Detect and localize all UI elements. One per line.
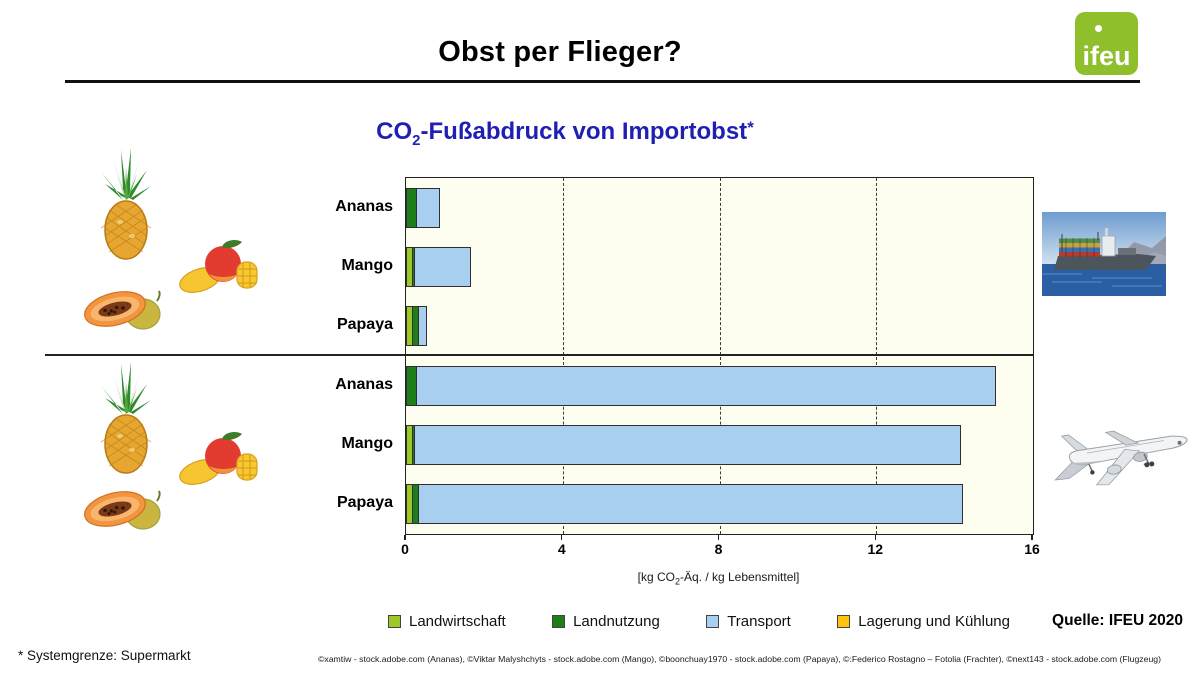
chart-title-rest: -Fußabdruck von Importobst <box>420 118 748 145</box>
papaya-image-ship <box>84 290 161 330</box>
x-axis-title-post: -Äq. / kg Lebensmittel] <box>679 570 800 584</box>
x-tick-mark-12 <box>874 535 876 540</box>
mango-image-ship <box>179 239 258 293</box>
x-tick-label-8: 8 <box>714 541 723 557</box>
papaya-image-plane <box>84 490 161 530</box>
legend-swatch-icon <box>388 615 401 628</box>
footnote: * Systemgrenze: Supermarkt <box>18 648 191 663</box>
gridline-8 <box>719 178 721 534</box>
bar-mango-flugzeug <box>406 425 961 465</box>
x-tick-label-16: 16 <box>1024 541 1040 557</box>
legend-item-transport: Transport <box>706 613 791 630</box>
bar-ananas-flugzeug <box>406 365 996 406</box>
segment-transport <box>417 484 963 525</box>
chart-title-co: CO <box>376 118 413 145</box>
x-tick-mark-4 <box>561 535 563 540</box>
ifeu-logo-dot-icon <box>1095 25 1102 32</box>
bar-papaya-schiff <box>406 306 427 347</box>
container-ship-image <box>1042 212 1166 296</box>
airplane-image <box>1054 430 1188 486</box>
bar-papaya-flugzeug <box>406 484 963 525</box>
x-tick-mark-0 <box>404 535 406 540</box>
page-title: Obst per Flieger? <box>438 36 682 68</box>
legend-swatch-icon <box>837 615 851 628</box>
legend-item-landnutzung: Landnutzung <box>552 613 660 630</box>
bar-mango-schiff <box>406 247 471 287</box>
mango-image-plane <box>179 431 258 485</box>
legend-swatch-icon <box>552 615 566 628</box>
segment-transport <box>413 247 471 287</box>
legend-item-lagerung-und-k-hlung: Lagerung und Kühlung <box>837 613 1010 630</box>
x-tick-label-12: 12 <box>867 541 884 557</box>
legend-label: Landnutzung <box>573 613 660 630</box>
segment-transport <box>417 306 427 347</box>
x-tick-label-0: 0 <box>401 541 409 557</box>
x-tick-label-4: 4 <box>557 541 566 557</box>
category-label-ananas-flugzeug: Ananas <box>335 375 393 393</box>
legend-label: Landwirtschaft <box>409 613 506 630</box>
legend-swatch-icon <box>706 615 720 628</box>
source-label: Quelle: IFEU 2020 <box>1052 612 1183 629</box>
chart-title-asterisk: * <box>747 118 754 137</box>
pineapple-image-plane <box>100 362 152 474</box>
chart-title: CO2-Fußabdruck von Importobst* <box>240 118 890 149</box>
legend-label: Transport <box>727 613 791 630</box>
legend-item-landwirtschaft: Landwirtschaft <box>388 613 506 630</box>
title-divider <box>65 80 1140 83</box>
ifeu-logo-text: ifeu <box>1082 41 1131 71</box>
segment-transport <box>413 425 961 465</box>
x-tick-mark-8 <box>717 535 720 540</box>
category-label-papaya-flugzeug: Papaya <box>336 494 393 512</box>
category-label-papaya-schiff: Papaya <box>336 316 393 334</box>
image-credits: ©xamtiw - stock.adobe.com (Ananas), ©Vik… <box>317 654 1162 664</box>
x-axis-title-subscript: 2 <box>674 576 680 587</box>
x-axis-title: [kg CO2-Äq. / kg Lebensmittel] <box>405 570 1032 586</box>
category-label-mango-schiff: Mango <box>341 257 393 274</box>
chart-title-subscript: 2 <box>412 131 421 149</box>
bar-ananas-schiff <box>406 187 440 228</box>
category-label-mango-flugzeug: Mango <box>341 435 393 452</box>
group-divider-line <box>45 354 1033 356</box>
x-tick-mark-16 <box>1031 535 1033 540</box>
gridline-4 <box>562 178 564 534</box>
plot-area <box>405 177 1034 535</box>
pineapple-image-ship <box>100 148 152 260</box>
x-axis-title-pre: [kg CO <box>637 570 675 584</box>
segment-transport <box>415 187 440 228</box>
category-label-ananas-schiff: Ananas <box>335 197 393 215</box>
gridline-12 <box>876 178 878 534</box>
legend: Landwirtschaft Landnutzung Transport Lageru… <box>388 613 1010 630</box>
legend-label: Lagerung und Kühlung <box>858 613 1010 630</box>
segment-transport <box>415 365 996 406</box>
ifeu-logo: ifeu <box>1075 12 1138 75</box>
